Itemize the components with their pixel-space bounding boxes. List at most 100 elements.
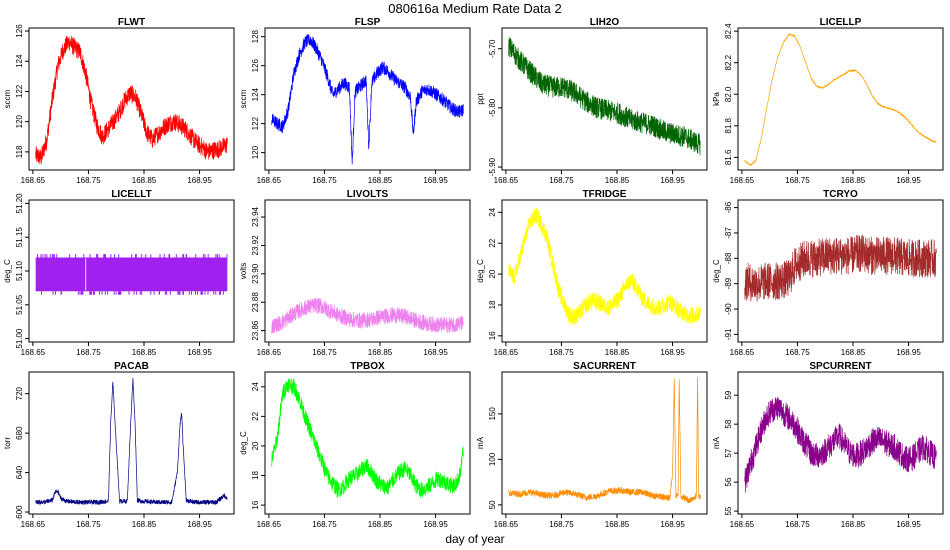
- figure-title: 080616a Medium Rate Data 2: [388, 1, 561, 16]
- series-tfridge: [508, 207, 701, 326]
- xtick-label-licellt: 168.65: [21, 348, 46, 357]
- ytick-label-flwt: 124: [15, 54, 24, 68]
- plot-frame-tpbox: [264, 371, 471, 515]
- panel-title-tpbox: TPBOX: [350, 361, 385, 372]
- xtick-label-pacab: 168.95: [187, 520, 212, 529]
- xtick-label-tpbox: 168.75: [312, 520, 337, 529]
- series-licellt: [35, 254, 228, 295]
- xtick-label-licellp: 168.85: [841, 176, 866, 185]
- ylabel-livolts: volts: [239, 263, 248, 279]
- xtick-label-tfridge: 168.75: [549, 348, 574, 357]
- xtick-label-licellt: 168.75: [76, 348, 101, 357]
- ytick-label-flsp: 126: [251, 58, 260, 72]
- xtick-label-tpbox: 168.95: [423, 520, 448, 529]
- ylabel-spcurrent: mA: [712, 436, 721, 449]
- series-spcurrent: [744, 396, 937, 493]
- ytick-label-sacurrent: 50: [488, 500, 497, 509]
- panel-flsp: FLSP 168.65 168.75 168.85 168.95 120 122 124 126…: [239, 17, 471, 185]
- ylabel-licellp: kPa: [712, 92, 721, 106]
- series-pacab: [35, 377, 228, 505]
- ytick-label-spcurrent: 58: [724, 419, 733, 428]
- ytick-label-pacab: 640: [15, 465, 24, 479]
- xtick-label-tcryo: 168.95: [896, 348, 921, 357]
- ytick-label-sacurrent: 150: [488, 407, 497, 421]
- ytick-label-tfridge: 18: [488, 300, 497, 309]
- ytick-label-tcryo: -87: [724, 227, 733, 239]
- panel-tfridge: TFRIDGE 168.65 168.75 168.85 168.95 16 18 20 22 2…: [476, 189, 708, 357]
- panel-title-sacurrent: SACURRENT: [573, 361, 636, 372]
- panel-pacab: PACAB 168.65 168.75 168.85 168.95 600 640 680 72…: [3, 361, 235, 529]
- ytick-label-tcryo: -90: [724, 303, 733, 315]
- panel-title-flwt: FLWT: [118, 17, 145, 28]
- series-lih2o: [508, 36, 701, 156]
- xtick-label-sacurrent: 168.95: [660, 520, 685, 529]
- panel-title-pacab: PACAB: [114, 361, 149, 372]
- ytick-label-flwt: 122: [15, 84, 24, 98]
- xtick-label-tfridge: 168.65: [494, 348, 519, 357]
- ytick-label-tfridge: 16: [488, 331, 497, 340]
- ytick-label-lih2o: -5.80: [488, 98, 497, 117]
- plot-frame-livolts: [264, 199, 471, 343]
- xtick-label-livolts: 168.75: [312, 348, 337, 357]
- ytick-label-pacab: 720: [15, 386, 24, 400]
- xtick-label-pacab: 168.85: [132, 520, 157, 529]
- plot-frame-flwt: [28, 27, 235, 171]
- panel-lih2o: LIH2O 168.65 168.75 168.85 168.95 -5.90 -5.80 -…: [476, 17, 708, 185]
- ytick-label-livolts: 23.86: [251, 320, 260, 341]
- xtick-label-lih2o: 168.75: [549, 176, 574, 185]
- xtick-label-lih2o: 168.95: [660, 176, 685, 185]
- ytick-label-licellp: 81.8: [724, 117, 733, 133]
- ytick-label-licellp: 81.6: [724, 149, 733, 165]
- panel-spcurrent: SPCURRENT 168.65 168.75 168.85 168.95 55 56 57 5…: [712, 361, 944, 529]
- xtick-label-livolts: 168.85: [368, 348, 393, 357]
- series-licellp: [744, 33, 937, 167]
- panel-sacurrent: SACURRENT 168.65 168.75 168.85 168.95 50 100 15…: [476, 361, 708, 529]
- ytick-label-tcryo: -89: [724, 277, 733, 289]
- plot-frame-licellp: [737, 27, 944, 171]
- panel-title-tfridge: TFRIDGE: [583, 189, 627, 200]
- xtick-label-livolts: 168.95: [423, 348, 448, 357]
- plot-frame-tcryo: [737, 199, 944, 343]
- ytick-label-tfridge: 22: [488, 238, 497, 247]
- ytick-label-livolts: 23.90: [251, 263, 260, 284]
- panel-licellp: LICELLP 168.65 168.75 168.85 168.95 81.6 81.8 8…: [712, 17, 944, 185]
- ytick-label-spcurrent: 56: [724, 477, 733, 486]
- ytick-label-flwt: 120: [15, 114, 24, 128]
- series-livolts: [271, 297, 464, 334]
- ylabel-flsp: sccm: [239, 89, 248, 108]
- ylabel-tcryo: deg_C: [712, 259, 721, 283]
- xtick-label-sacurrent: 168.75: [549, 520, 574, 529]
- ytick-label-flwt: 126: [15, 24, 24, 38]
- panel-livolts: LIVOLTS 168.65 168.75 168.85 168.95 23.86 23.8…: [239, 189, 471, 357]
- xtick-label-tfridge: 168.95: [660, 348, 685, 357]
- xtick-label-tcryo: 168.65: [730, 348, 755, 357]
- xtick-label-lih2o: 168.65: [494, 176, 519, 185]
- panel-tcryo: TCRYO 168.65 168.75 168.85 168.95 -91 -90 -89 -8…: [712, 189, 944, 357]
- ytick-label-lih2o: -5.70: [488, 39, 497, 58]
- xtick-label-lih2o: 168.85: [605, 176, 630, 185]
- series-tpbox: [271, 378, 464, 498]
- ytick-label-livolts: 23.94: [251, 206, 260, 227]
- ytick-label-lih2o: -5.90: [488, 157, 497, 176]
- ylabel-flwt: sccm: [3, 89, 12, 108]
- xtick-label-spcurrent: 168.95: [896, 520, 921, 529]
- xtick-label-licellt: 168.85: [132, 348, 157, 357]
- ytick-label-flsp: 128: [251, 29, 260, 43]
- ytick-label-tcryo: -86: [724, 201, 733, 213]
- series-flsp: [271, 34, 464, 165]
- panel-flwt: FLWT 168.65 168.75 168.85 168.95 118 120 122 124…: [3, 17, 235, 185]
- ytick-label-spcurrent: 59: [724, 390, 733, 399]
- ytick-label-tcryo: -91: [724, 328, 733, 340]
- ytick-label-livolts: 23.88: [251, 292, 260, 313]
- ylabel-licellt: deg_C: [3, 259, 12, 283]
- xtick-label-tpbox: 168.85: [368, 520, 393, 529]
- ytick-label-flsp: 120: [251, 145, 260, 159]
- ytick-label-tpbox: 24: [251, 382, 260, 391]
- ytick-label-tpbox: 22: [251, 411, 260, 420]
- xtick-label-tpbox: 168.65: [257, 520, 282, 529]
- figure-xlabel: day of year: [445, 532, 504, 546]
- ylabel-pacab: torr: [3, 437, 12, 449]
- xtick-label-flwt: 168.95: [187, 176, 212, 185]
- series-tcryo: [744, 234, 937, 302]
- panel-title-spcurrent: SPCURRENT: [809, 361, 871, 372]
